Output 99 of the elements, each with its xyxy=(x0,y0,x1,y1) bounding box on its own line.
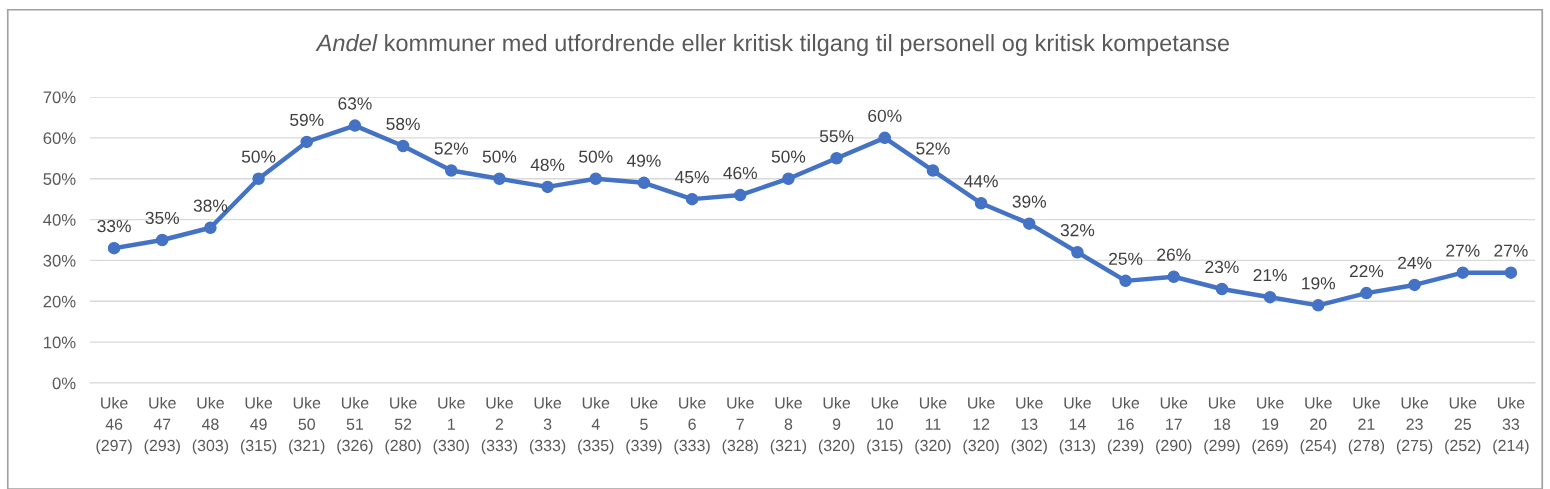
point xyxy=(685,192,699,206)
y-tick-label: 40% xyxy=(43,213,76,226)
x-tick-label: Uke 14 (313) xyxy=(1059,396,1096,455)
data-label: 50% xyxy=(579,150,613,163)
point xyxy=(348,119,362,132)
data-label: 44% xyxy=(964,175,998,188)
data-label: 38% xyxy=(193,199,228,212)
chart-title: Andel kommuner med utfordrende eller kritisk tilgang til personell og kritisk kompetanse xyxy=(315,34,1230,57)
data-label: 52% xyxy=(434,142,469,155)
data-label: 46% xyxy=(723,166,758,180)
x-tick-label: Uke 51 (326) xyxy=(337,396,373,455)
data-label: 60% xyxy=(868,109,902,122)
point xyxy=(589,172,603,185)
data-label: 55% xyxy=(819,130,854,143)
x-tick-label: Uke 52 (280) xyxy=(385,396,421,455)
data-label: 22% xyxy=(1349,264,1384,278)
point xyxy=(1167,270,1181,284)
x-tick-label: Uke 48 (303) xyxy=(192,396,229,455)
x-tick-label: Uke 49 (315) xyxy=(240,396,277,455)
point xyxy=(878,131,892,145)
data-label: 50% xyxy=(241,150,276,163)
point xyxy=(1119,274,1132,288)
data-label: 45% xyxy=(675,170,709,184)
point xyxy=(1022,217,1036,230)
y-tick-label: 60% xyxy=(43,132,76,145)
x-tick-label: Uke 8 (321) xyxy=(770,396,807,455)
point xyxy=(493,172,506,185)
x-tick-label: Uke 5 (339) xyxy=(626,396,662,455)
point xyxy=(782,172,795,185)
x-tick-label: Uke 2 (333) xyxy=(481,396,518,455)
x-tick-label: Uke 7 (328) xyxy=(722,396,758,455)
data-label: 21% xyxy=(1253,268,1287,282)
data-label: 27% xyxy=(1446,244,1480,257)
point xyxy=(974,196,988,210)
y-tick-label: 30% xyxy=(43,254,76,267)
point xyxy=(1215,282,1229,296)
point xyxy=(541,180,554,194)
point xyxy=(1360,286,1373,300)
data-label: 23% xyxy=(1205,260,1239,274)
point xyxy=(107,241,121,255)
x-tick-label: Uke 9 (320) xyxy=(818,396,855,455)
data-label: 27% xyxy=(1494,244,1528,257)
data-label: 33% xyxy=(97,219,131,233)
data-label: 52% xyxy=(916,142,950,155)
point xyxy=(1456,266,1470,279)
data-label: 48% xyxy=(530,158,565,171)
point xyxy=(1408,278,1421,292)
x-tick-label: Uke 46 (297) xyxy=(96,396,132,455)
point xyxy=(396,139,410,153)
y-tick-label: 10% xyxy=(44,336,76,349)
y-tick-label: 20% xyxy=(43,295,76,308)
point xyxy=(155,233,169,247)
x-tick-label: Uke 6 (333) xyxy=(674,396,710,455)
data-label: 63% xyxy=(338,97,372,110)
y-tick-label: 50% xyxy=(43,173,76,185)
data-label: 25% xyxy=(1109,252,1143,265)
x-tick-label: Uke 20 (254) xyxy=(1300,396,1336,455)
data-label: 50% xyxy=(771,150,806,163)
x-tick-label: Uke 11 (320) xyxy=(915,396,951,455)
x-tick-label: Uke 19 (269) xyxy=(1252,396,1288,455)
x-tick-label: Uke 18 (299) xyxy=(1204,396,1240,455)
point xyxy=(733,188,747,202)
data-label: 26% xyxy=(1157,248,1191,261)
point xyxy=(830,152,843,165)
data-label: 58% xyxy=(386,117,420,131)
point xyxy=(204,221,217,234)
point xyxy=(444,164,458,177)
data-label: 59% xyxy=(290,113,324,127)
data-label: 50% xyxy=(482,150,517,163)
point xyxy=(1071,246,1084,259)
data-label: 49% xyxy=(626,154,661,167)
point xyxy=(637,176,651,190)
data-label: 19% xyxy=(1302,277,1336,290)
x-tick-label: Uke 33 (214) xyxy=(1493,396,1529,455)
x-tick-label: Uke 10 (315) xyxy=(867,396,903,455)
point xyxy=(926,164,940,177)
data-label: 35% xyxy=(145,211,180,225)
data-label: 32% xyxy=(1060,224,1095,237)
x-tick-label: Uke 23 (275) xyxy=(1396,396,1433,455)
point xyxy=(1504,266,1518,279)
x-tick-label: Uke 16 (239) xyxy=(1107,396,1144,455)
y-tick-label: 70% xyxy=(43,91,76,104)
point xyxy=(252,172,265,185)
x-tick-label: Uke 17 (290) xyxy=(1156,396,1192,455)
x-tick-label: Uke 50 (321) xyxy=(289,396,325,455)
x-tick-label: Uke 21 (278) xyxy=(1348,396,1385,455)
point xyxy=(300,135,314,149)
point xyxy=(1263,290,1277,304)
x-tick-label: Uke 25 (252) xyxy=(1445,396,1481,455)
x-tick-label: Uke 1 (330) xyxy=(433,396,469,455)
x-tick-label: Uke 47 (293) xyxy=(144,396,180,455)
data-label: 24% xyxy=(1398,256,1432,269)
x-tick-label: Uke 13 (302) xyxy=(1011,396,1047,455)
y-tick-label: 0% xyxy=(52,377,76,390)
point xyxy=(1311,299,1325,312)
x-tick-label: Uke 3 (333) xyxy=(529,396,566,455)
data-label: 39% xyxy=(1012,195,1047,208)
x-tick-label: Uke 12 (320) xyxy=(963,396,999,455)
x-tick-label: Uke 4 (335) xyxy=(578,396,614,455)
